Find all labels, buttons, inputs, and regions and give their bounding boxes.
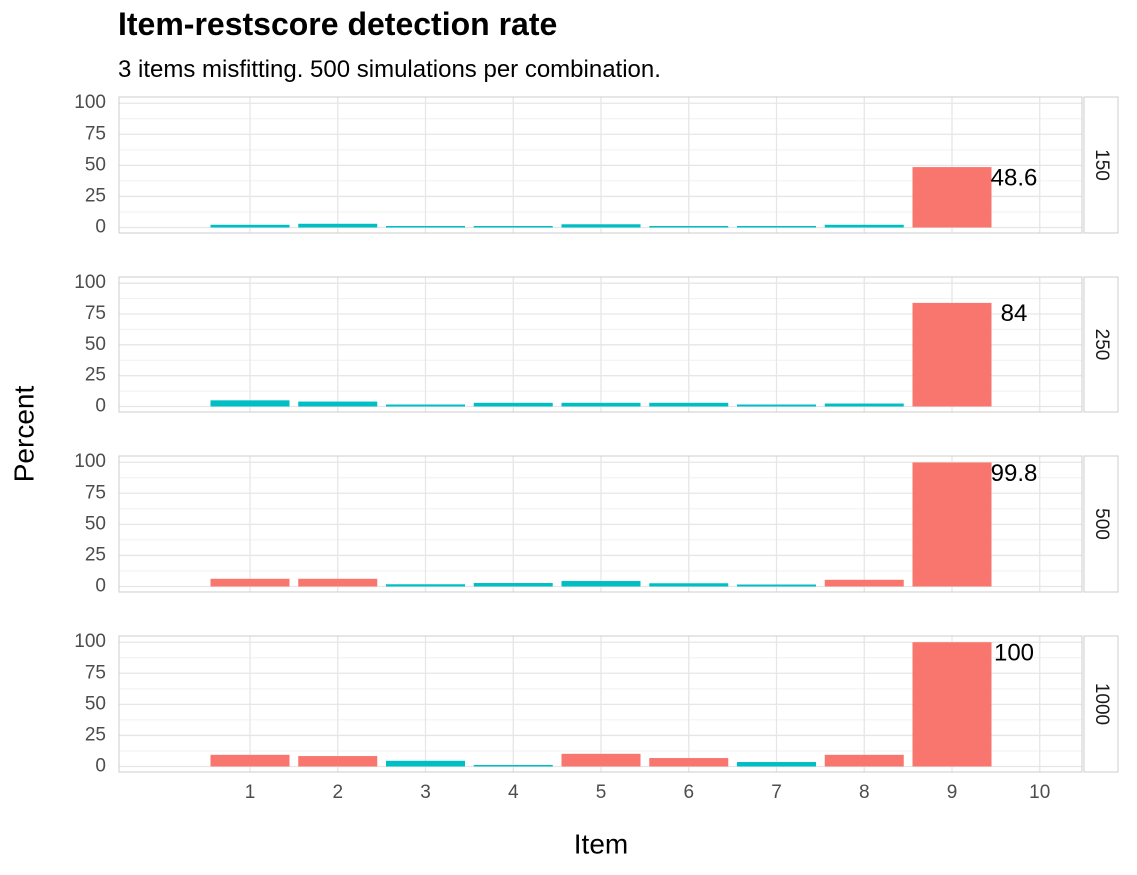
- panel-border: [118, 635, 1083, 773]
- data-label: 84: [1001, 300, 1028, 327]
- facet-strip: [1083, 96, 1119, 234]
- facet-strip: [1083, 455, 1119, 593]
- bar: [561, 402, 641, 407]
- y-tick-label: 0: [95, 756, 106, 777]
- bar: [649, 226, 729, 228]
- facet-strip-label: 1000: [1091, 683, 1112, 725]
- bar: [737, 404, 816, 407]
- x-tick-label: 4: [508, 782, 519, 803]
- bar: [210, 400, 290, 407]
- bar: [824, 754, 904, 767]
- bar: [298, 578, 378, 587]
- data-label: 100: [994, 640, 1034, 667]
- data-label: 48.6: [991, 164, 1038, 191]
- bar: [737, 226, 816, 228]
- bar: [473, 765, 553, 767]
- y-tick-label: 0: [95, 217, 106, 238]
- bar: [824, 579, 904, 587]
- bar: [737, 762, 816, 767]
- y-tick-label: 75: [85, 482, 106, 503]
- x-tick-label: 9: [947, 782, 958, 803]
- facet-strip: [1083, 635, 1119, 773]
- bar: [649, 758, 729, 767]
- x-tick-label: 5: [596, 782, 607, 803]
- y-tick-label: 75: [85, 123, 106, 144]
- panel-border: [118, 96, 1083, 234]
- bar: [912, 167, 992, 228]
- bar: [912, 462, 992, 587]
- x-tick-label: 3: [420, 782, 431, 803]
- bar: [210, 224, 290, 228]
- y-tick-label: 25: [85, 544, 106, 565]
- y-tick-label: 0: [95, 396, 106, 417]
- x-tick-label: 1: [245, 782, 256, 803]
- y-tick-label: 100: [74, 272, 106, 293]
- bar: [912, 302, 992, 407]
- bar: [561, 581, 641, 587]
- bar: [912, 642, 992, 767]
- x-axis-title: Item: [574, 828, 628, 859]
- y-tick-label: 75: [85, 303, 106, 324]
- panel-border: [118, 276, 1083, 413]
- x-tick-label: 7: [771, 782, 782, 803]
- y-tick-label: 75: [85, 662, 106, 683]
- y-tick-label: 25: [85, 185, 106, 206]
- bar: [473, 583, 553, 587]
- bar: [386, 226, 465, 228]
- y-tick-label: 25: [85, 365, 106, 386]
- y-tick-label: 100: [74, 92, 106, 113]
- bar: [473, 402, 553, 407]
- y-tick-label: 50: [85, 513, 106, 534]
- panel-border: [118, 455, 1083, 593]
- y-tick-label: 50: [85, 334, 106, 355]
- y-tick-label: 0: [95, 576, 106, 597]
- bar: [561, 224, 641, 228]
- bar: [737, 584, 816, 587]
- bar: [386, 584, 465, 587]
- x-tick-label: 2: [332, 782, 343, 803]
- bar: [210, 754, 290, 767]
- data-label: 99.8: [991, 460, 1038, 487]
- bar: [386, 404, 465, 407]
- facet-strip: [1083, 276, 1119, 413]
- facet-strip-label: 150: [1091, 149, 1112, 181]
- x-tick-label: 8: [859, 782, 870, 803]
- facet-strip-label: 500: [1091, 508, 1112, 540]
- chart-title: Item-restscore detection rate: [118, 6, 558, 42]
- y-tick-label: 100: [74, 631, 106, 652]
- bar: [561, 753, 641, 767]
- bar: [298, 223, 378, 228]
- y-axis-title: Percent: [8, 386, 39, 483]
- y-tick-label: 50: [85, 693, 106, 714]
- y-tick-label: 50: [85, 154, 106, 175]
- chart-subtitle: 3 items misfitting. 500 simulations per …: [118, 56, 661, 83]
- bar: [649, 402, 729, 407]
- bar: [473, 226, 553, 228]
- bar: [298, 401, 378, 407]
- x-tick-label: 6: [683, 782, 694, 803]
- bar: [824, 224, 904, 228]
- bar: [386, 760, 465, 767]
- y-tick-label: 100: [74, 451, 106, 472]
- y-tick-label: 25: [85, 724, 106, 745]
- bar: [649, 583, 729, 587]
- x-tick-label: 10: [1029, 782, 1050, 803]
- bar: [824, 403, 904, 407]
- facet-strip-label: 250: [1091, 329, 1112, 361]
- bar: [210, 578, 290, 587]
- bar: [298, 756, 378, 767]
